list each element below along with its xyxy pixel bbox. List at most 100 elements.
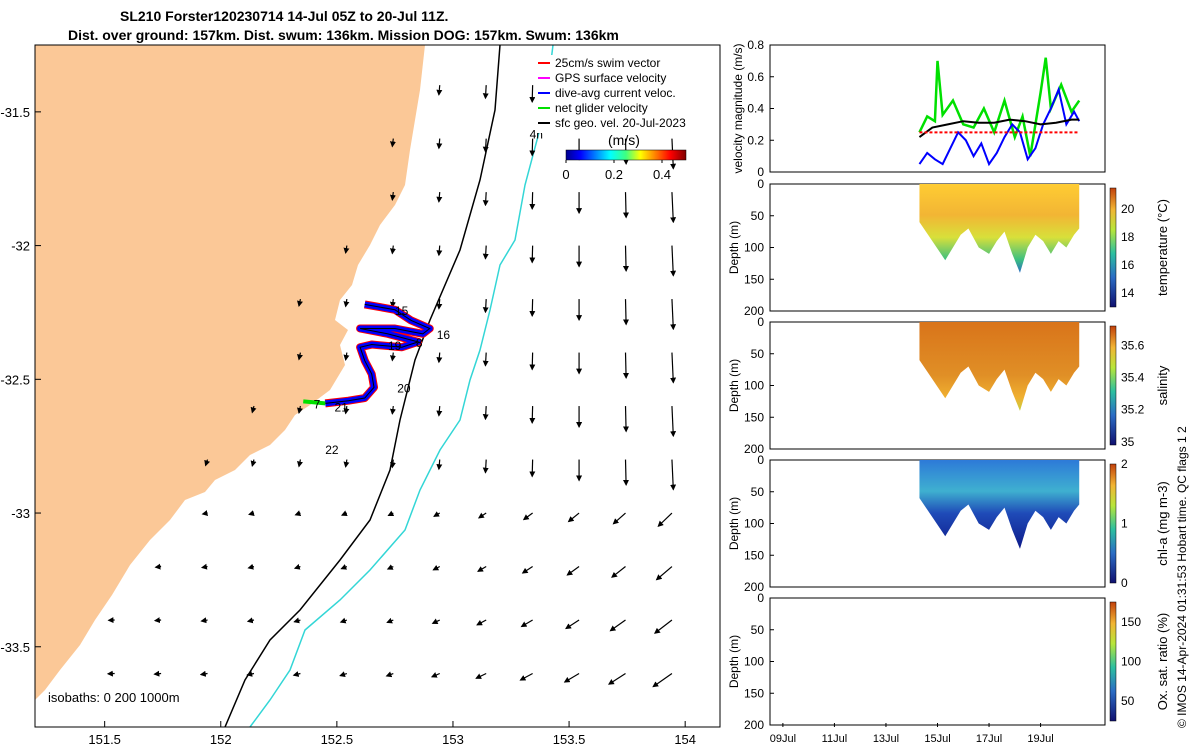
geo-velocity-arrow — [482, 406, 489, 421]
geo-velocity-arrow — [200, 563, 208, 570]
geo-velocity-arrow — [432, 564, 441, 571]
legend-box — [535, 55, 710, 133]
geo-velocity-arrow — [248, 510, 255, 516]
colorbar-tick-label: 35.2 — [1121, 403, 1145, 417]
geo-velocity-arrow — [389, 138, 396, 148]
geo-velocity-arrow — [297, 298, 303, 307]
track-label: 7 — [314, 398, 321, 412]
geo-velocity-arrow — [563, 672, 580, 683]
depth-tick-label: 150 — [744, 410, 764, 424]
geo-velocity-arrow — [343, 245, 350, 254]
geo-velocity-arrow — [622, 192, 629, 219]
geo-velocity-arrow — [343, 298, 350, 308]
geo-velocity-arrow — [622, 299, 629, 326]
date-tick-label: 11Jul — [822, 733, 847, 745]
geo-velocity-arrow — [293, 563, 301, 570]
map-colorbar: (m/s) 0 0.2 0.4 — [562, 132, 687, 182]
geo-velocity-arrow — [522, 512, 533, 521]
legend-entry: GPS surface velocity — [555, 71, 666, 85]
section-colorbar — [1109, 187, 1117, 308]
legend-entry: 25cm/s swim vector — [555, 56, 660, 70]
track-label: 19 — [388, 339, 402, 353]
geo-velocity-arrow — [482, 459, 489, 474]
date-tick-label: 13Jul — [873, 733, 899, 745]
depth-tick-label: 0 — [757, 177, 764, 191]
section-fill — [919, 184, 1080, 273]
geo-velocity-arrow — [521, 566, 533, 574]
map-y-tick-label: -31.5 — [0, 105, 30, 120]
legend-entry: net glider velocity — [555, 101, 648, 115]
depth-axis-label: Depth (m) — [727, 635, 741, 688]
geo-velocity-arrow — [297, 405, 303, 414]
geo-velocity-arrow — [622, 406, 629, 433]
geo-velocity-arrow — [612, 512, 626, 525]
geo-velocity-arrow — [653, 619, 673, 634]
map-colorbar-gradient — [565, 149, 687, 161]
depth-tick-label: 200 — [744, 718, 764, 732]
net-velocity-vector — [303, 399, 326, 406]
geo-velocity-arrow — [670, 406, 677, 438]
velocity-y-label: velocity magnitude (m/s) — [731, 43, 745, 173]
geo-velocity-arrow — [436, 352, 443, 364]
colorbar-tick-label: 2 — [1121, 457, 1128, 471]
geo-velocity-arrow — [339, 617, 348, 624]
geo-velocity-arrow — [436, 85, 443, 96]
colorbar-tick-label: 35.6 — [1121, 338, 1145, 352]
colorbar-tick-label: 18 — [1121, 230, 1135, 244]
geo-velocity-arrow — [430, 672, 440, 678]
colorbar-label: salinity — [1155, 365, 1170, 405]
depth-tick-label: 200 — [744, 580, 764, 594]
map-y-ticks: -31.5 -32 -32.5 -33 -33.5 — [0, 105, 41, 655]
depth-tick-label: 50 — [751, 623, 765, 637]
geo-velocity-arrow — [247, 563, 255, 570]
track-label: 20 — [397, 382, 411, 396]
velocity-y-tick-label: 0.8 — [747, 38, 764, 52]
geo-velocity-arrow — [477, 512, 487, 519]
geo-velocity-arrow — [246, 617, 255, 624]
map-y-tick-label: -32 — [11, 239, 30, 254]
isobath-1000m — [249, 45, 554, 727]
colorbar-tick-label: 150 — [1121, 615, 1141, 629]
map-x-tick-label: 153.5 — [553, 732, 586, 747]
geo-velocity-arrow — [482, 192, 489, 207]
track-label: 22 — [325, 443, 339, 457]
map-x-tick-label: 152 — [210, 732, 232, 747]
geo-velocity-arrow — [609, 619, 626, 632]
colorbar-tick-label: 20 — [1121, 202, 1135, 216]
geo-velocity-arrow — [389, 352, 396, 362]
legend-entry: sfc geo. vel. 20-Jul-2023 — [555, 116, 686, 130]
colorbar-tick-label: 35 — [1121, 435, 1135, 449]
geo-velocity-arrow — [482, 138, 489, 153]
geo-velocity-arrow — [340, 510, 348, 516]
map-x-ticks: 151.5 152 152.5 153 153.5 154 — [88, 721, 696, 747]
velocity-series-line — [918, 86, 1081, 167]
geo-velocity-arrow — [477, 566, 487, 572]
depth-tick-label: 0 — [757, 591, 764, 605]
velocity-series-line — [918, 57, 1081, 157]
velocity-series-line — [918, 118, 1080, 138]
geo-velocity-arrow — [436, 406, 443, 417]
depth-tick-label: 0 — [757, 453, 764, 467]
geo-velocity-arrow — [386, 617, 394, 624]
geo-velocity-arrow — [154, 563, 162, 570]
map-x-tick-label: 151.5 — [88, 732, 121, 747]
section-panel-chl-a: 0 50 100 150 200 Depth (m) 0 1 2 chl-a (mg m-3) — [727, 453, 1170, 594]
date-tick-label: 15Jul — [924, 733, 950, 745]
geo-velocity-arrow — [567, 512, 580, 523]
geo-velocity-arrow — [343, 405, 350, 415]
geo-velocity-arrow — [436, 299, 443, 310]
geo-velocity-arrow — [250, 405, 257, 414]
geo-velocity-arrow — [297, 459, 303, 468]
geo-velocity-arrow — [657, 512, 673, 527]
velocity-y-tick-label: 0 — [757, 165, 764, 179]
geo-velocity-arrow — [436, 138, 443, 150]
geo-velocity-arrow — [436, 192, 443, 203]
colorbar-tick-label: 16 — [1121, 258, 1135, 272]
date-tick-label: 17Jul — [976, 733, 1002, 745]
map-x-tick-label: 152.5 — [321, 732, 354, 747]
map-y-tick-label: -32.5 — [0, 372, 30, 387]
map-x-tick-label: 154 — [674, 732, 696, 747]
map-x-tick-label: 153 — [442, 732, 464, 747]
